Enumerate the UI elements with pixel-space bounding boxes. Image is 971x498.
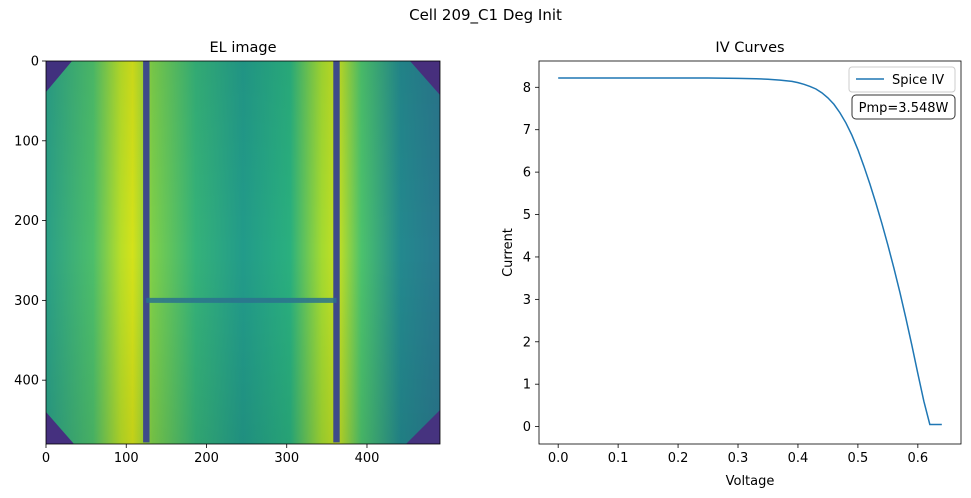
- iv-curves-panel: IV Curves 0.0 0.1 0.2 0.3 0.4 0.5 0.6 0 1 2 3 4 5 6 7…: [501, 40, 962, 489]
- legend-box: [848, 66, 956, 93]
- y-tick-label: 400: [14, 374, 39, 389]
- x-tick-label: 0: [42, 451, 50, 466]
- y-tick-label: 300: [14, 294, 39, 309]
- y-axis-label: Current: [501, 228, 516, 277]
- figure-title: Cell 209_C1 Deg Init: [409, 6, 562, 24]
- y-tick-label: 5: [523, 208, 531, 223]
- crack-line: [146, 297, 337, 303]
- x-tick-label: 0.2: [668, 451, 689, 466]
- busbar-1: [143, 61, 150, 443]
- y-tick-label: 1: [523, 378, 531, 393]
- y-tick-label: 0: [523, 420, 531, 435]
- el-image-panel: EL image 0 100 200 300 400 0 100 200 300 400: [14, 40, 441, 466]
- busbar-2: [333, 61, 340, 443]
- y-tick-label: 3: [523, 293, 531, 308]
- y-tick-label: 0: [31, 55, 39, 70]
- y-tick-label: 8: [523, 81, 531, 96]
- y-tick-label: 2: [523, 335, 531, 350]
- corner-bottom-right: [406, 410, 440, 444]
- x-tick-label: 0.5: [848, 451, 869, 466]
- x-tick-label: 0.1: [608, 451, 629, 466]
- iv-plot-frame: [538, 60, 962, 445]
- iv-curves-title: IV Curves: [715, 40, 784, 56]
- pmp-annotation: Pmp=3.548W: [851, 94, 956, 120]
- pmp-annotation-box: [851, 94, 956, 120]
- x-tick-label: 0.4: [788, 451, 809, 466]
- x-tick-label: 300: [274, 451, 299, 466]
- series-line-spice-iv: [558, 77, 942, 426]
- el-image-title: EL image: [209, 40, 276, 56]
- y-tick-label: 4: [523, 250, 531, 265]
- x-tick-label: 400: [355, 451, 380, 466]
- corner-top-right: [410, 61, 440, 95]
- y-tick-label: 7: [523, 123, 531, 138]
- x-axis-label: Voltage: [726, 474, 775, 489]
- y-tick-label: 200: [14, 214, 39, 229]
- corner-top-left: [46, 61, 72, 92]
- y-tick-label: 100: [14, 134, 39, 149]
- x-tick-label: 0.3: [728, 451, 749, 466]
- x-tick-label: 200: [194, 451, 219, 466]
- y-tick-label: 6: [523, 166, 531, 181]
- el-image-frame: [45, 60, 441, 445]
- legend-label-spice-iv: Spice IV: [892, 73, 944, 88]
- x-tick-label: 100: [114, 451, 139, 466]
- el-image-shading: [46, 61, 440, 444]
- legend: Spice IV: [848, 66, 956, 93]
- x-tick-label: 0.0: [548, 451, 569, 466]
- x-tick-label: 0.6: [907, 451, 928, 466]
- corner-bottom-left: [46, 412, 74, 444]
- pmp-annotation-text: Pmp=3.548W: [859, 101, 949, 116]
